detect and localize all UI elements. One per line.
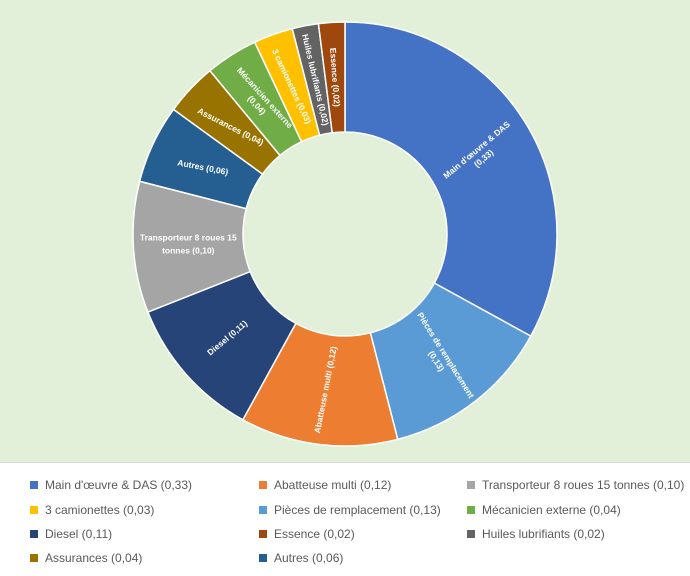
legend-label: Assurances (0,04)	[45, 551, 143, 565]
legend-item-3-camionettes: 3 camionettes (0,03)	[30, 502, 154, 518]
legend-item-pieces-de-remplacement: Pièces de remplacement (0,13)	[259, 502, 441, 518]
slice-label-transporteur-8-roues-15-tonnes: Transporteur 8 roues 15 tonnes (0,10)	[140, 232, 237, 255]
legend-item-abatteuse-multi: Abatteuse multi (0,12)	[259, 477, 391, 493]
legend-label: 3 camionettes (0,03)	[45, 503, 155, 517]
legend-swatch-assurances	[30, 553, 38, 562]
donut-chart: Main d'œuvre & DAS(0,33) Pièces de rempla…	[132, 21, 558, 447]
legend-swatch-autres	[259, 553, 267, 562]
legend-item-diesel: Diesel (0,11)	[30, 526, 112, 542]
legend-label: Pièces de remplacement (0,13)	[274, 503, 441, 517]
legend-swatch-abatteuse-multi	[259, 480, 267, 489]
legend-swatch-diesel	[30, 529, 38, 538]
legend-item-huiles-lubrifiants: Huiles lubrifiants (0,02)	[467, 526, 605, 542]
legend-swatch-3-camionettes	[30, 505, 38, 514]
legend-item-main-d-oeuvre-das: Main d'œuvre & DAS (0,33)	[30, 477, 192, 493]
legend-label: Transporteur 8 roues 15 tonnes (0,10)	[482, 478, 685, 492]
chart-legend: Main d'œuvre & DAS (0,33) Abatteuse multi…	[0, 462, 690, 576]
legend-label: Main d'œuvre & DAS (0,33)	[45, 478, 193, 492]
slice-label-essence: Essence (0,02)	[328, 47, 342, 107]
slice-essence	[317, 21, 346, 134]
slice-pieces-de-remplacement	[369, 282, 532, 441]
legend-item-mecanicien-externe: Mécanicien externe (0,04)	[467, 502, 621, 518]
legend-swatch-mecanicien-externe	[467, 505, 475, 514]
legend-swatch-pieces-de-remplacement	[259, 505, 267, 514]
legend-label: Huiles lubrifiants (0,02)	[482, 527, 605, 541]
legend-swatch-main-d-oeuvre-das	[30, 480, 38, 489]
legend-item-essence: Essence (0,02)	[259, 526, 355, 542]
legend-item-transporteur-8-roues-15-tonnes: Transporteur 8 roues 15 tonnes (0,10)	[467, 477, 684, 493]
legend-item-assurances: Assurances (0,04)	[30, 550, 142, 566]
legend-swatch-essence	[259, 529, 267, 538]
legend-label: Autres (0,06)	[274, 551, 344, 565]
legend-swatch-transporteur-8-roues-15-tonnes	[467, 480, 475, 489]
slice-main-d-oeuvre-das	[344, 21, 558, 338]
legend-label: Essence (0,02)	[274, 527, 355, 541]
legend-label: Diesel (0,11)	[45, 527, 113, 541]
legend-label: Abatteuse multi (0,12)	[274, 478, 392, 492]
donut-chart-svg: Main d'œuvre & DAS(0,33)Pièces de rempla…	[132, 21, 558, 447]
legend-label: Mécanicien externe (0,04)	[482, 503, 621, 517]
legend-item-autres: Autres (0,06)	[259, 550, 343, 566]
legend-swatch-huiles-lubrifiants	[467, 529, 475, 538]
